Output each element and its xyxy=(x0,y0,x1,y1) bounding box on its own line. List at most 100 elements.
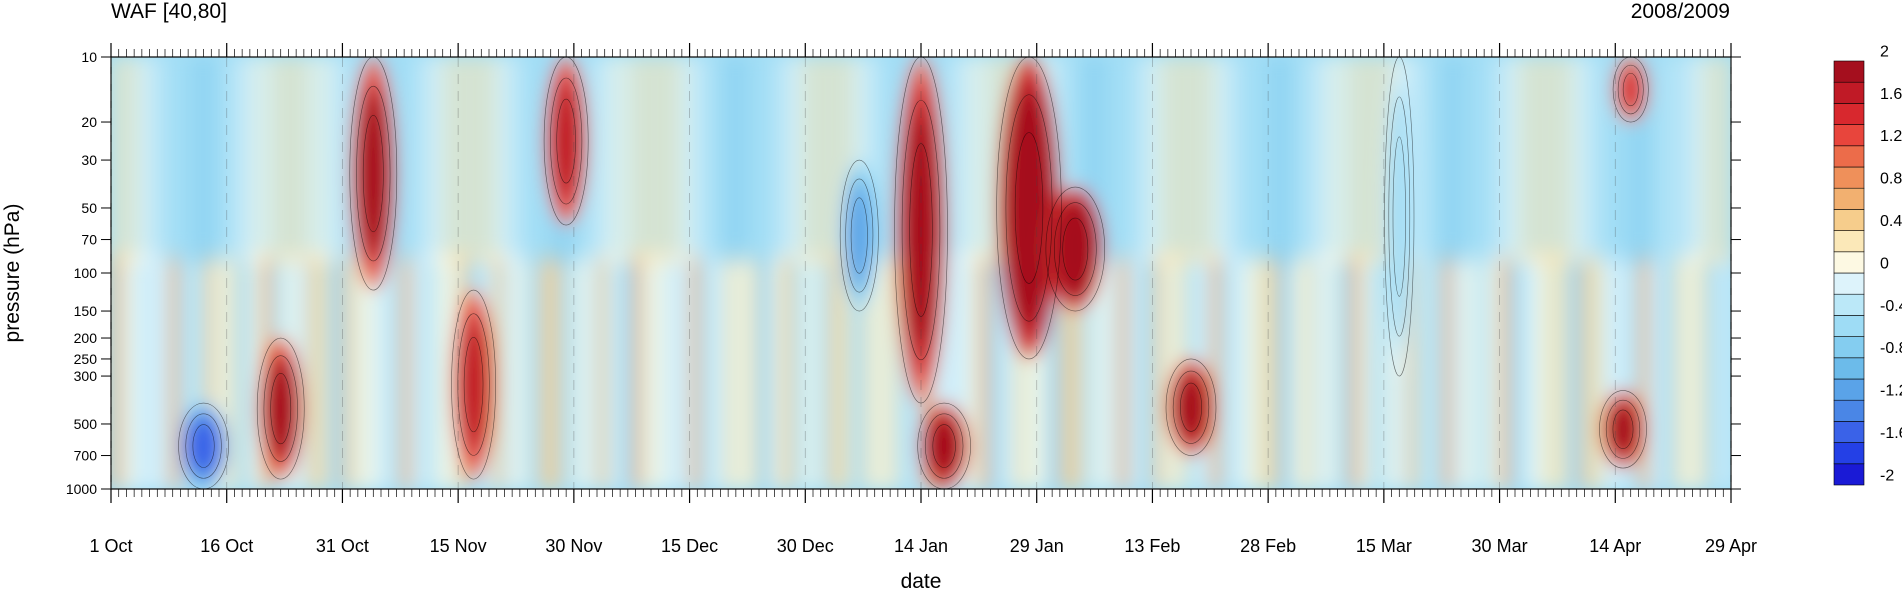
field-feature xyxy=(1056,207,1094,291)
field-column-upper xyxy=(1290,57,1304,265)
contour-line xyxy=(178,402,229,489)
contour-line xyxy=(901,99,941,361)
field-column xyxy=(1545,251,1558,489)
field-column-upper xyxy=(1279,57,1292,265)
colorbar-box xyxy=(1833,124,1865,147)
field-column xyxy=(122,251,135,489)
field-column xyxy=(665,251,679,489)
field-column-upper xyxy=(330,57,343,265)
colorbar-tick-label: 1.2 xyxy=(1880,128,1902,145)
field-column xyxy=(1464,251,1477,489)
colorbar-tick-label: -0.8 xyxy=(1880,340,1902,357)
field-column-upper xyxy=(411,57,424,265)
y-tick-label: 50 xyxy=(81,200,97,216)
field-column xyxy=(330,251,343,489)
field-column xyxy=(307,251,320,489)
field-column-upper xyxy=(1487,57,1501,265)
field-column-upper xyxy=(1337,57,1350,265)
field-column xyxy=(1232,251,1246,489)
field-column-upper xyxy=(226,57,239,265)
field-column-upper xyxy=(1348,57,1362,265)
field-column-upper xyxy=(1591,57,1605,265)
field-column xyxy=(573,251,586,489)
colorbar-tick-label: 2 xyxy=(1880,43,1889,60)
field-column xyxy=(1302,251,1315,489)
field-column-upper xyxy=(712,57,725,265)
field-column-upper xyxy=(1510,57,1524,265)
field-column-upper xyxy=(272,57,286,265)
contour-line xyxy=(1605,399,1641,459)
field-column-upper xyxy=(1603,57,1616,265)
field-column-upper xyxy=(168,57,181,265)
contour-line xyxy=(1599,390,1647,469)
contour-line xyxy=(1384,57,1415,377)
field-column xyxy=(1221,251,1234,489)
field-column-upper xyxy=(700,57,714,265)
field-column xyxy=(168,251,181,489)
colorbar-box xyxy=(1833,357,1865,380)
y-tick-label: 30 xyxy=(81,152,97,168)
field-column-upper xyxy=(469,57,482,265)
field-column xyxy=(781,251,795,489)
field-column-upper xyxy=(1267,57,1281,265)
colorbar-box xyxy=(1833,399,1865,422)
field-column-upper xyxy=(133,57,147,265)
field-column-upper xyxy=(723,57,737,265)
x-tick-label: 15 Dec xyxy=(661,536,718,556)
contour-line xyxy=(1172,370,1210,444)
contour-line xyxy=(457,313,490,456)
field-column xyxy=(1707,251,1720,489)
contour-line xyxy=(1622,72,1639,107)
colorbar-box xyxy=(1833,336,1865,359)
colorbar-box xyxy=(1833,272,1865,295)
field-column xyxy=(758,251,772,489)
field-column-upper xyxy=(214,57,228,265)
contour-line xyxy=(463,337,484,433)
x-tick-label: 13 Feb xyxy=(1124,536,1180,556)
field-column-upper xyxy=(804,57,818,265)
field-column-upper xyxy=(1151,57,1165,265)
field-column xyxy=(1279,251,1292,489)
colorbar-tick-label: 1.6 xyxy=(1880,86,1902,103)
field-column-upper xyxy=(955,57,968,265)
field-column-upper xyxy=(665,57,679,265)
field-column xyxy=(1371,251,1385,489)
colorbar-box xyxy=(1833,421,1865,443)
field-column-upper xyxy=(203,57,216,265)
contour-line xyxy=(1392,136,1406,297)
field-column-upper xyxy=(1140,57,1153,265)
field-column xyxy=(1441,251,1454,489)
field-column-upper xyxy=(111,57,124,265)
x-tick-label: 14 Jan xyxy=(894,536,948,556)
y-tick-label: 20 xyxy=(81,114,97,130)
colorbar-box xyxy=(1833,166,1865,189)
field-column-upper xyxy=(608,57,621,265)
field-column-upper xyxy=(503,57,517,265)
field-column-upper xyxy=(399,57,413,265)
field-column-upper xyxy=(1464,57,1477,265)
contour-line xyxy=(270,372,292,445)
field-column-upper xyxy=(1580,57,1593,265)
field-column-upper xyxy=(1672,57,1686,265)
field-column xyxy=(966,251,980,489)
field-column xyxy=(1337,251,1350,489)
field-column-upper xyxy=(527,57,540,265)
field-column-upper xyxy=(1186,57,1200,265)
y-tick-label: 1000 xyxy=(66,481,97,497)
field-column-upper xyxy=(307,57,320,265)
field-column xyxy=(1140,251,1153,489)
contour-line xyxy=(1062,217,1089,281)
field-column xyxy=(654,251,667,489)
field-column xyxy=(1209,251,1223,489)
contour-line xyxy=(839,159,879,312)
field-column xyxy=(561,251,575,489)
colorbar-tick-label: -0.4 xyxy=(1880,298,1902,315)
contour-line xyxy=(1612,57,1649,123)
x-axis-label: date xyxy=(901,570,942,589)
field-column xyxy=(723,251,737,489)
field-column-upper xyxy=(966,57,980,265)
field-column xyxy=(689,251,702,489)
field-column xyxy=(1672,251,1686,489)
y-tick-label: 500 xyxy=(74,416,98,432)
